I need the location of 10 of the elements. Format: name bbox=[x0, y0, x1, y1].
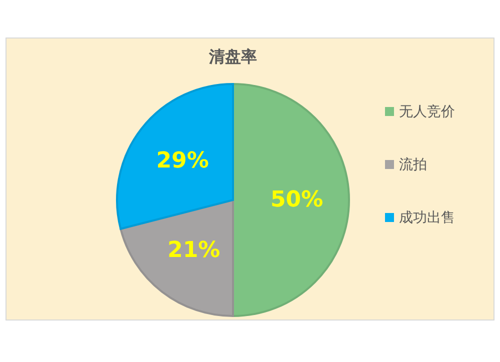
data-label: 50% bbox=[270, 188, 324, 212]
pie-slice bbox=[116, 83, 234, 230]
pie-slice bbox=[120, 199, 234, 317]
legend-label: 成功出售 bbox=[399, 210, 455, 226]
data-label: 29% bbox=[156, 148, 209, 174]
data-label: 21% bbox=[168, 238, 220, 263]
legend-label: 无人竞价 bbox=[399, 104, 455, 120]
pie-slice bbox=[232, 83, 350, 317]
chart-title: 清盘率 bbox=[208, 47, 257, 66]
legend-label: 流拍 bbox=[399, 157, 427, 173]
